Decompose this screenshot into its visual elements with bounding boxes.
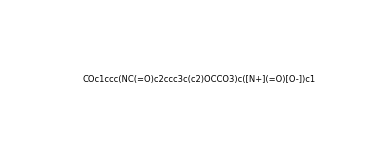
- Text: COc1ccc(NC(=O)c2ccc3c(c2)OCCO3)c([N+](=O)[O-])c1: COc1ccc(NC(=O)c2ccc3c(c2)OCCO3)c([N+](=O…: [82, 75, 315, 84]
